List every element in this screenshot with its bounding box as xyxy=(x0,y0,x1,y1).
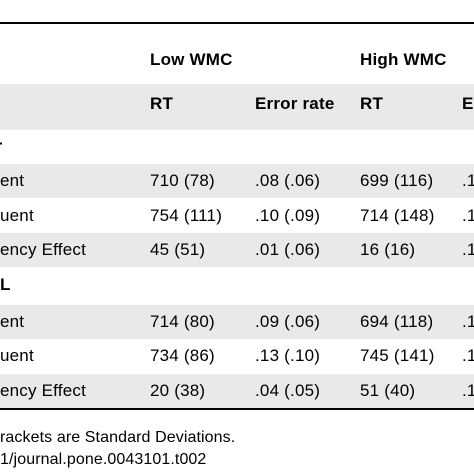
top-rule xyxy=(0,22,474,24)
footnote-doi: 1/journal.pone.0043101.t002 xyxy=(0,451,207,468)
table-cell: 710 (78) xyxy=(150,171,215,190)
bottom-rule xyxy=(0,408,474,410)
table-cell: 734 (86) xyxy=(150,346,215,365)
table-cell: 714 (80) xyxy=(150,312,215,331)
table-cell: .09 (.06) xyxy=(255,312,321,331)
table-cell: .1 xyxy=(462,206,474,225)
row-label: ency Effect xyxy=(0,381,86,400)
table-cell: .01 (.06) xyxy=(255,240,321,259)
section-label: - xyxy=(0,133,3,153)
table-cell: 16 (16) xyxy=(360,240,416,259)
table-cell: 699 (116) xyxy=(360,171,434,190)
row-label: uent xyxy=(0,206,34,225)
table-cell: .1 xyxy=(462,171,474,190)
row-band xyxy=(0,233,474,267)
section-label: L xyxy=(0,275,11,294)
table-cell: .1 xyxy=(462,381,474,400)
table-cell: 745 (141) xyxy=(360,346,435,365)
row-band xyxy=(0,164,474,198)
subheader-band xyxy=(0,84,474,130)
table-cell: .1 xyxy=(462,240,474,259)
row-band xyxy=(0,374,474,408)
table-cell: 714 (148) xyxy=(360,206,435,225)
subheader-rt-low: RT xyxy=(150,94,174,113)
table-cell: 45 (51) xyxy=(150,240,206,259)
footnote-standard-deviations: rackets are Standard Deviations. xyxy=(0,429,236,446)
table-cell: .10 (.09) xyxy=(255,206,321,225)
table-cell: .04 (.05) xyxy=(255,381,321,400)
row-label: uent xyxy=(0,346,34,365)
table-cell: 20 (38) xyxy=(150,381,206,400)
table-cell: .1 xyxy=(462,312,474,331)
group-header-low-wmc: Low WMC xyxy=(150,50,233,69)
table-cell: 51 (40) xyxy=(360,381,416,400)
table-cell: .13 (.10) xyxy=(255,346,321,365)
row-label: ent xyxy=(0,312,25,331)
table-cell: .1 xyxy=(462,346,474,365)
group-header-high-wmc: High WMC xyxy=(360,50,447,69)
row-label: ent xyxy=(0,171,25,190)
row-label: ency Effect xyxy=(0,240,86,259)
table-cell: 694 (118) xyxy=(360,312,434,331)
row-band xyxy=(0,305,474,339)
table-cell: .08 (.06) xyxy=(255,171,321,190)
subheader-error-rate-high: E xyxy=(462,94,474,113)
subheader-rt-high: RT xyxy=(360,94,384,113)
subheader-error-rate-low: Error rate xyxy=(255,94,335,113)
table-cell: 754 (111) xyxy=(150,206,223,225)
